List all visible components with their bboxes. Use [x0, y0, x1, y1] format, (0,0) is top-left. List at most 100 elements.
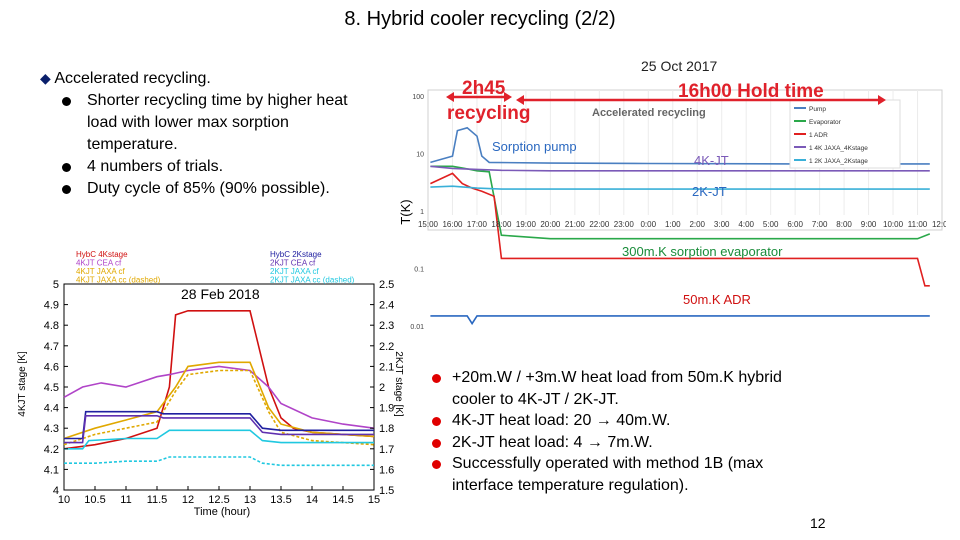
legend-label: Evaporator: [809, 119, 842, 126]
recycling-time-label: 2h45: [462, 78, 506, 99]
y2-tick-label: 2.4: [379, 300, 394, 312]
list-item: Successfully operated with method 1B (ma…: [432, 453, 792, 496]
legend-label: 1 2K JAXA_2Kstage: [809, 158, 868, 165]
adr-label: 50m.K ADR: [683, 292, 751, 307]
legend-label: 1 ADR: [809, 132, 828, 139]
series-line-2kjt-cea-cf: [64, 415, 374, 444]
y2-tick-label: 1.5: [379, 485, 394, 497]
x-tick-label: 5:00: [763, 220, 779, 229]
x-tick-label: 12.5: [208, 494, 229, 506]
chart-bottom-date: 28 Feb 2018: [181, 286, 260, 302]
legend-label: 4KJT JAXA cf: [76, 267, 126, 276]
x-tick-label: 20:00: [540, 220, 561, 229]
x-tick-label: 4:00: [738, 220, 754, 229]
y-tick-label: 0.01: [410, 324, 424, 331]
y-axis-label-right: 2KJT stage [K]: [393, 351, 404, 417]
y2-tick-label: 1.6: [379, 464, 394, 476]
chart-recycling: 15:00 16:00 17:00 18:00 19:00 20:00 21:00 22:00…: [398, 78, 946, 331]
x-tick-label: 0:00: [640, 220, 656, 229]
sorption-pump-label: Sorption pump: [492, 139, 577, 154]
chart-top-date: 25 Oct 2017: [641, 58, 718, 74]
y-tick-label: 4.2: [44, 444, 59, 456]
x-tick-label: 11:00: [908, 220, 928, 229]
chart-title: Accelerated recycling: [592, 107, 706, 119]
legend-label: 2KJT JAXA cf: [270, 267, 320, 276]
y2-tick-label: 1.8: [379, 423, 394, 435]
y-tick-label: 4.4: [44, 403, 59, 415]
bullet-dot-icon: [62, 163, 71, 172]
x-tick-label: 9:00: [861, 220, 877, 229]
x-tick-label: 17:00: [467, 220, 488, 229]
y-axis-label: T(K): [398, 199, 413, 224]
x-tick-label: 23:00: [614, 220, 635, 229]
legend-label: 1 4K JAXA_4Kstage: [809, 145, 868, 152]
series-line-evaporator: [430, 165, 931, 240]
bullet-dot-icon: [432, 417, 441, 426]
x-tick-label: 10: [58, 494, 70, 506]
heading-text: Accelerated recycling.: [54, 70, 211, 87]
x-axis-label: Time (hour): [194, 506, 250, 518]
bullet-dot-icon: [432, 460, 441, 469]
y-tick-label: 4.7: [44, 341, 59, 353]
list-item: Shorter recycling time by higher heat lo…: [62, 90, 382, 156]
legend-label: HybC 2Kstage: [270, 250, 322, 259]
series-line-4kjt-cea-cf: [63, 365, 375, 429]
list-item: Duty cycle of 85% (90% possible).: [62, 178, 382, 200]
bullet-dot-icon: [432, 438, 441, 448]
legend-box: [789, 99, 901, 169]
list-item: 4K-JT heat load: 20 → 40m.W.: [432, 410, 792, 432]
y-tick-label: 4: [53, 485, 59, 497]
list-item: 4 numbers of trials.: [62, 156, 382, 178]
series-line-baseline: [430, 315, 930, 326]
y2-tick-label: 2.2: [379, 341, 394, 353]
legend-label: HybC 4Kstage: [76, 250, 128, 259]
jt2k-label: 2K-JT: [692, 184, 727, 199]
legend-label: 2KJT CEA cf: [270, 259, 316, 268]
x-tick-label: 8:00: [836, 220, 852, 229]
x-tick-label: 11: [120, 494, 131, 506]
x-tick-label: 10.5: [84, 494, 105, 506]
y2-tick-label: 2: [379, 382, 385, 394]
x-tick-label: 19:00: [516, 220, 537, 229]
heading-bullet: ◆ Accelerated recycling.: [40, 67, 211, 90]
legend-label: 4KJT JAXA cc (dashed): [76, 276, 161, 285]
page-number: 12: [810, 515, 826, 531]
bullet-dot-icon: [62, 185, 71, 194]
slide-title: 8. Hybrid cooler recycling (2/2): [344, 8, 616, 30]
y-tick-label: 10: [416, 152, 424, 159]
series-line-pump: [430, 126, 930, 165]
y-tick-label: 1: [420, 209, 424, 216]
y-tick-label: 4.8: [44, 320, 59, 332]
recycling-label: recycling: [447, 103, 530, 124]
legend-label: Pump: [809, 106, 826, 113]
y2-tick-label: 2.3: [379, 320, 394, 332]
bullet-dot-icon: [432, 374, 441, 383]
x-tick-label: 15:00: [418, 220, 439, 229]
x-tick-label: 15: [368, 494, 380, 506]
series-line-hybc-2kstage: [64, 410, 374, 440]
x-tick-label: 14: [306, 494, 318, 506]
y-tick-label: 4.3: [44, 423, 59, 435]
list-item: +20m.W / +3m.W heat load from 50m.K hybr…: [432, 367, 792, 410]
series-line-4kjt-jaxa-cf: [63, 361, 375, 440]
x-tick-label: 11.5: [147, 494, 168, 506]
y-tick-label: 4.5: [44, 382, 59, 394]
x-tick-label: 21:00: [565, 220, 586, 229]
left-bullet-list: Shorter recycling time by higher heat lo…: [62, 90, 382, 200]
series-line-2kjt-jaxa-cf: [64, 429, 374, 450]
x-tick-label: 7:00: [812, 220, 828, 229]
series-line-1-4k-jaxa-4kstage: [430, 165, 930, 172]
series-line-1-2k-jaxa-2kstage: [430, 185, 930, 190]
x-tick-label: 10:00: [883, 220, 904, 229]
list-item: 2K-JT heat load: 4 → 7m.W.: [432, 432, 792, 454]
x-tick-label: 12:00: [932, 220, 946, 229]
recycling-arrow: [446, 92, 512, 102]
right-bullet-list: +20m.W / +3m.W heat load from 50m.K hybr…: [432, 367, 792, 496]
x-tick-label: 6:00: [787, 220, 803, 229]
series-line-hybc-4kstage: [63, 310, 375, 450]
jt4k-label: 4K-JT: [694, 153, 729, 168]
y2-tick-label: 2.5: [379, 279, 394, 291]
diamond-bullet-icon: ◆: [40, 70, 51, 86]
series-line-2kjt-jaxa-cc-dashed: [64, 456, 374, 467]
x-tick-label: 12: [182, 494, 194, 506]
